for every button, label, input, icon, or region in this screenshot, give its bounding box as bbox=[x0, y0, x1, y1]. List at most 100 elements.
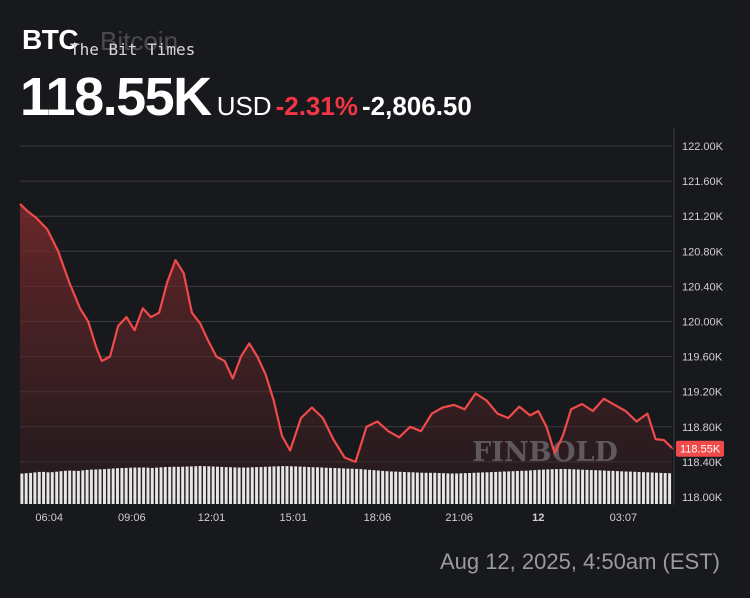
x-tick-label: 12 bbox=[532, 512, 544, 524]
volume-bar bbox=[259, 467, 263, 504]
volume-bar bbox=[289, 466, 293, 504]
y-tick-label: 118.40K bbox=[682, 457, 723, 469]
volume-bar bbox=[646, 472, 650, 504]
volume-bar bbox=[459, 473, 463, 504]
last-price-label: 118.55K bbox=[680, 444, 721, 456]
volume-bar bbox=[415, 472, 419, 504]
volume-bar bbox=[50, 472, 54, 504]
volume-bar bbox=[107, 468, 111, 504]
volume-bar bbox=[150, 467, 154, 504]
x-tick-label: 06:04 bbox=[35, 512, 63, 524]
volume-bar bbox=[481, 472, 485, 504]
chart-watermark: FINBOLD bbox=[472, 437, 618, 468]
volume-bar bbox=[320, 467, 324, 504]
last-price-badge-bg bbox=[676, 440, 724, 457]
volume-bar bbox=[359, 469, 363, 504]
volume-bar bbox=[389, 471, 393, 504]
price-area-fill bbox=[20, 203, 672, 497]
volume-bar bbox=[355, 468, 359, 504]
volume-bar bbox=[350, 468, 354, 504]
volume-bar bbox=[429, 472, 432, 504]
timestamp: Aug 12, 2025, 4:50am (EST) bbox=[439, 549, 720, 574]
volume-bar bbox=[163, 467, 167, 504]
volume-bar bbox=[437, 473, 441, 504]
volume-bar bbox=[307, 467, 311, 504]
volume-bar bbox=[172, 466, 176, 504]
volume-bar bbox=[111, 468, 115, 504]
volume-bar bbox=[159, 467, 163, 504]
volume-bar bbox=[594, 470, 598, 504]
volume-bar bbox=[46, 472, 50, 504]
volume-bar bbox=[655, 472, 658, 504]
volume-bar bbox=[316, 467, 319, 504]
volume-bar bbox=[420, 472, 424, 504]
volume-bar bbox=[263, 466, 267, 504]
volume-bar bbox=[520, 470, 524, 504]
volume-bar bbox=[59, 471, 63, 504]
volume-bar bbox=[29, 472, 33, 504]
volume-bar bbox=[155, 467, 159, 504]
volume-bar bbox=[120, 468, 124, 504]
volume-bar bbox=[546, 469, 550, 504]
y-tick-label: 122.00K bbox=[682, 141, 724, 153]
volume-bar bbox=[185, 466, 189, 504]
y-tick-label: 119.20K bbox=[682, 387, 723, 399]
volume-bar bbox=[198, 466, 202, 504]
volume-bar bbox=[376, 470, 380, 504]
volume-bar bbox=[537, 469, 541, 504]
volume-bar bbox=[533, 470, 537, 504]
volume-bar bbox=[607, 470, 611, 504]
volume-bar bbox=[63, 470, 67, 504]
y-tick-label: 118.00K bbox=[682, 492, 723, 504]
volume-bar bbox=[224, 467, 228, 504]
volume-bar bbox=[589, 470, 593, 504]
volume-bar bbox=[298, 466, 302, 504]
volume-bar bbox=[211, 466, 215, 504]
volume-bar bbox=[485, 472, 489, 504]
volume-bar bbox=[246, 467, 250, 504]
change-value: -2,806.50 bbox=[361, 91, 472, 121]
volume-bar bbox=[255, 467, 259, 504]
volume-bar bbox=[507, 471, 511, 504]
volume-bar bbox=[42, 471, 46, 504]
volume-bar bbox=[333, 468, 337, 504]
volume-bar bbox=[455, 473, 459, 504]
currency-label: USD bbox=[216, 91, 272, 121]
volume-bar bbox=[146, 467, 150, 504]
volume-bar bbox=[559, 469, 563, 504]
volume-bar bbox=[337, 468, 341, 504]
volume-bar bbox=[285, 466, 289, 504]
volume-bar bbox=[342, 468, 346, 504]
volume-bar bbox=[498, 471, 502, 504]
volume-bar bbox=[542, 469, 545, 504]
x-tick-label: 03:07 bbox=[610, 512, 638, 524]
volume-bar bbox=[563, 469, 567, 504]
volume-bar bbox=[572, 469, 576, 504]
x-tick-label: 15:01 bbox=[280, 512, 308, 524]
volume-bar bbox=[555, 469, 558, 504]
x-tick-label: 21:06 bbox=[445, 512, 473, 524]
volume-bar bbox=[220, 466, 224, 504]
volume-bar bbox=[668, 473, 672, 504]
volume-bar bbox=[598, 470, 602, 504]
volume-bar bbox=[68, 470, 72, 504]
volume-bar bbox=[363, 469, 367, 504]
volume-bar bbox=[103, 469, 106, 504]
volume-bar bbox=[207, 466, 211, 504]
volume-bar bbox=[33, 472, 37, 504]
change-percent: -2.31% bbox=[275, 91, 358, 121]
price-line bbox=[19, 203, 673, 463]
volume-bar bbox=[233, 467, 237, 504]
volume-bar bbox=[615, 471, 619, 504]
y-axis: 122.00K 121.60K 121.20K 120.80K 120.40K 120.0… bbox=[673, 128, 724, 505]
volume-bar bbox=[411, 472, 415, 504]
volume-bar bbox=[324, 467, 328, 504]
volume-bar bbox=[81, 470, 85, 504]
volume-bar bbox=[581, 469, 585, 504]
current-price: 118.55K bbox=[20, 67, 212, 127]
last-price-badge: 118.55K bbox=[676, 440, 724, 457]
y-tick-label: 118.80K bbox=[682, 422, 723, 434]
volume-bar bbox=[472, 472, 476, 504]
x-tick-label: 18:06 bbox=[364, 512, 392, 524]
volume-bar bbox=[216, 466, 219, 504]
